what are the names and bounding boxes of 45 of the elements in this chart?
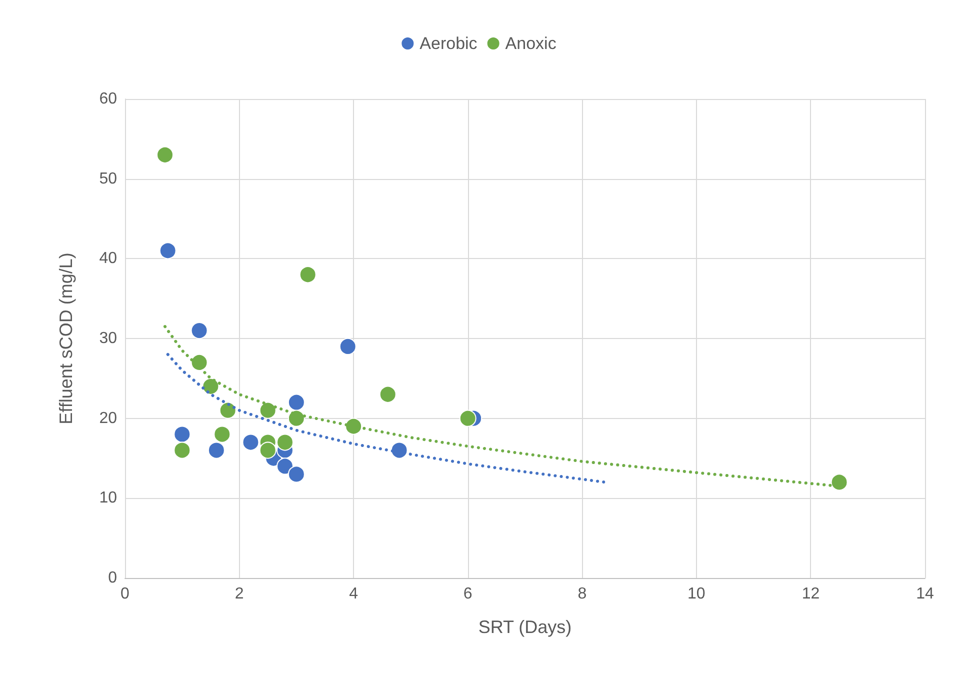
point <box>219 402 236 419</box>
y-tick-label: 60 <box>99 90 118 108</box>
point <box>214 426 231 443</box>
x-tick-label: 2 <box>234 586 244 602</box>
point <box>242 434 260 451</box>
point <box>288 410 305 427</box>
x-tick-label: 0 <box>120 586 130 602</box>
point <box>339 338 356 355</box>
y-tick-label: 50 <box>99 170 118 188</box>
point <box>830 474 848 491</box>
point <box>159 242 176 260</box>
x-tick-label: 10 <box>688 586 706 602</box>
y-tick-label: 30 <box>99 330 118 347</box>
y-axis-title: Effluent sCOD (mg/L) <box>56 252 76 424</box>
point <box>276 458 294 475</box>
x-tick-label: 12 <box>802 586 820 602</box>
point <box>259 402 276 419</box>
y-tick-label: 0 <box>108 570 118 586</box>
legend-label: Anoxic <box>505 34 557 53</box>
point <box>190 354 208 371</box>
point <box>288 466 305 483</box>
y-tick-label: 20 <box>99 410 118 427</box>
point <box>345 418 362 435</box>
x-tick-label: 6 <box>463 586 472 602</box>
point <box>459 410 476 427</box>
legend-label: Aerobic <box>420 34 478 53</box>
point <box>379 386 396 403</box>
line-series <box>166 352 606 484</box>
point <box>174 426 191 443</box>
x-tick-label: 8 <box>578 586 587 602</box>
y-tick-label: 10 <box>99 490 118 507</box>
point <box>156 146 174 164</box>
x-tick-label: 4 <box>349 586 358 602</box>
point <box>190 322 208 340</box>
x-axis-title: SRT (Days) <box>478 617 572 637</box>
point <box>208 442 225 459</box>
y-tick-label: 40 <box>99 250 118 268</box>
point <box>174 442 191 459</box>
point <box>202 378 220 395</box>
point <box>259 442 276 459</box>
point <box>276 434 294 451</box>
x-tick-label: 14 <box>916 586 934 602</box>
point <box>390 442 408 459</box>
point <box>288 394 305 411</box>
point <box>299 266 316 284</box>
